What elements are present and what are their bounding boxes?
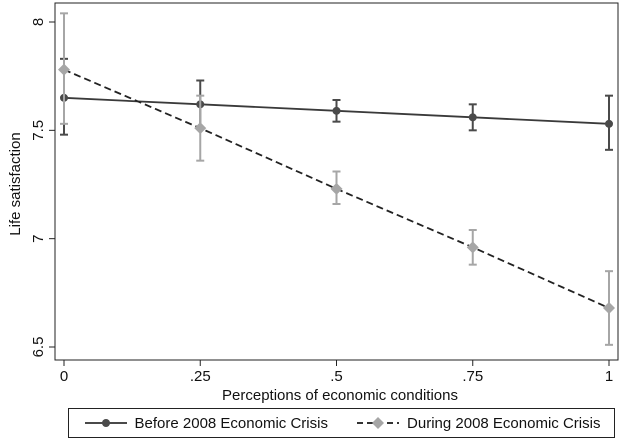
data-point bbox=[194, 122, 207, 135]
y-tick-label: 8 bbox=[30, 18, 47, 26]
y-tick-label: 6.5 bbox=[30, 337, 47, 358]
x-tick-label: 1 bbox=[605, 368, 613, 385]
data-point bbox=[468, 113, 477, 122]
series-layer bbox=[58, 12, 615, 346]
data-point bbox=[58, 63, 70, 76]
y-tick-label: 7 bbox=[30, 234, 47, 242]
series-before bbox=[60, 57, 613, 151]
data-point bbox=[605, 119, 613, 128]
y-axis: 6.5 7 7.5 8 bbox=[30, 18, 55, 358]
legend: Before 2008 Economic Crisis During 2008 … bbox=[68, 408, 615, 438]
data-point bbox=[466, 241, 479, 254]
x-tick-label: .75 bbox=[462, 368, 483, 385]
x-axis-label: Perceptions of economic conditions bbox=[222, 387, 458, 404]
x-tick-label: .5 bbox=[330, 368, 343, 385]
legend-label-during: During 2008 Economic Crisis bbox=[407, 414, 601, 432]
data-point bbox=[332, 106, 341, 115]
x-axis: 0 .25 .5 .75 1 bbox=[60, 360, 613, 385]
y-tick-label: 7.5 bbox=[30, 120, 47, 141]
data-point bbox=[330, 182, 343, 195]
x-tick-label: 0 bbox=[60, 368, 68, 385]
legend-key-before bbox=[84, 419, 127, 427]
legend-key-during bbox=[357, 417, 400, 429]
legend-label-before: Before 2008 Economic Crisis bbox=[134, 414, 328, 432]
x-tick-label: .25 bbox=[190, 368, 211, 385]
series-during bbox=[58, 12, 615, 346]
legend-item-before: Before 2008 Economic Crisis bbox=[83, 415, 328, 432]
data-point bbox=[603, 302, 615, 314]
legend-item-during: During 2008 Economic Crisis bbox=[355, 415, 600, 432]
y-axis-label: Life satisfaction bbox=[7, 132, 24, 235]
